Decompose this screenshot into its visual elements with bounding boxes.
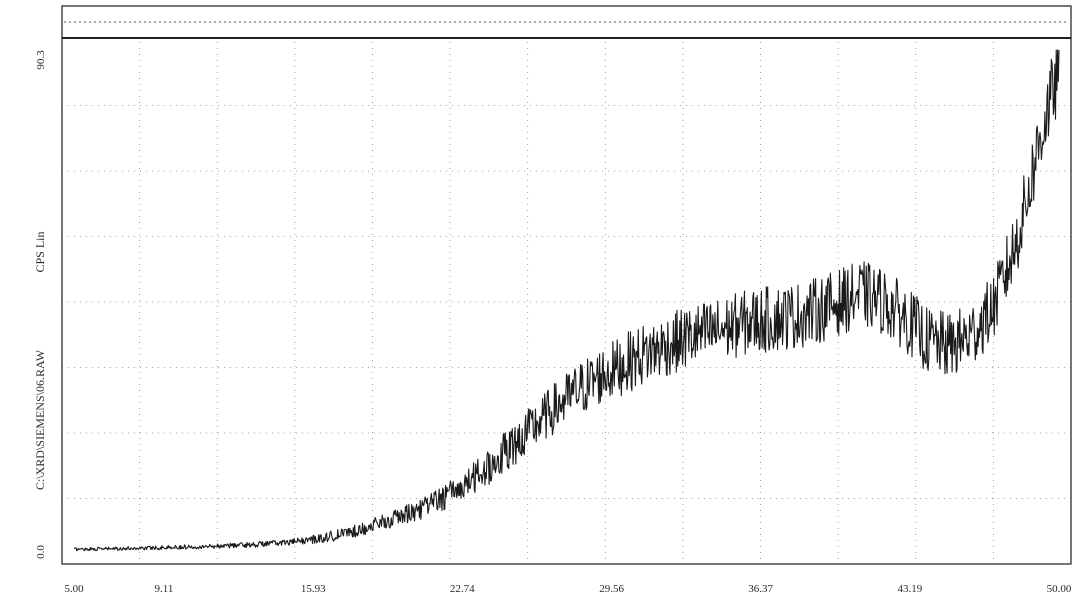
x-tick-label: 22.74: [450, 583, 475, 595]
x-tick-label: 50.00: [1047, 583, 1072, 595]
top-lines: [62, 21, 1071, 39]
x-tick-label: 36.37: [748, 583, 773, 595]
trace-layer: [73, 49, 1060, 552]
x-tick-layer: 5.00 9.11 15.93 22.74 29.56 36.37 43.19 50.00: [64, 583, 1072, 595]
x-tick-label: 15.93: [301, 583, 326, 595]
x-tick-label: 5.00: [64, 583, 84, 595]
x-tick-label: 43.19: [898, 583, 923, 595]
grid-layer: [62, 42, 1071, 564]
plot-frame: [61, 5, 1072, 565]
x-tick-label: 29.56: [599, 583, 624, 595]
x-tick-label: 9.11: [155, 583, 174, 595]
xrd-series-line: [73, 49, 1060, 552]
y-top-label: 90.3: [35, 50, 47, 70]
y-axis-label: CPS Lin: [33, 231, 47, 272]
y-bottom-label: 0.0: [35, 545, 47, 559]
file-path-label: C:\XRD\SIEMENS\06.RAW: [33, 349, 47, 490]
